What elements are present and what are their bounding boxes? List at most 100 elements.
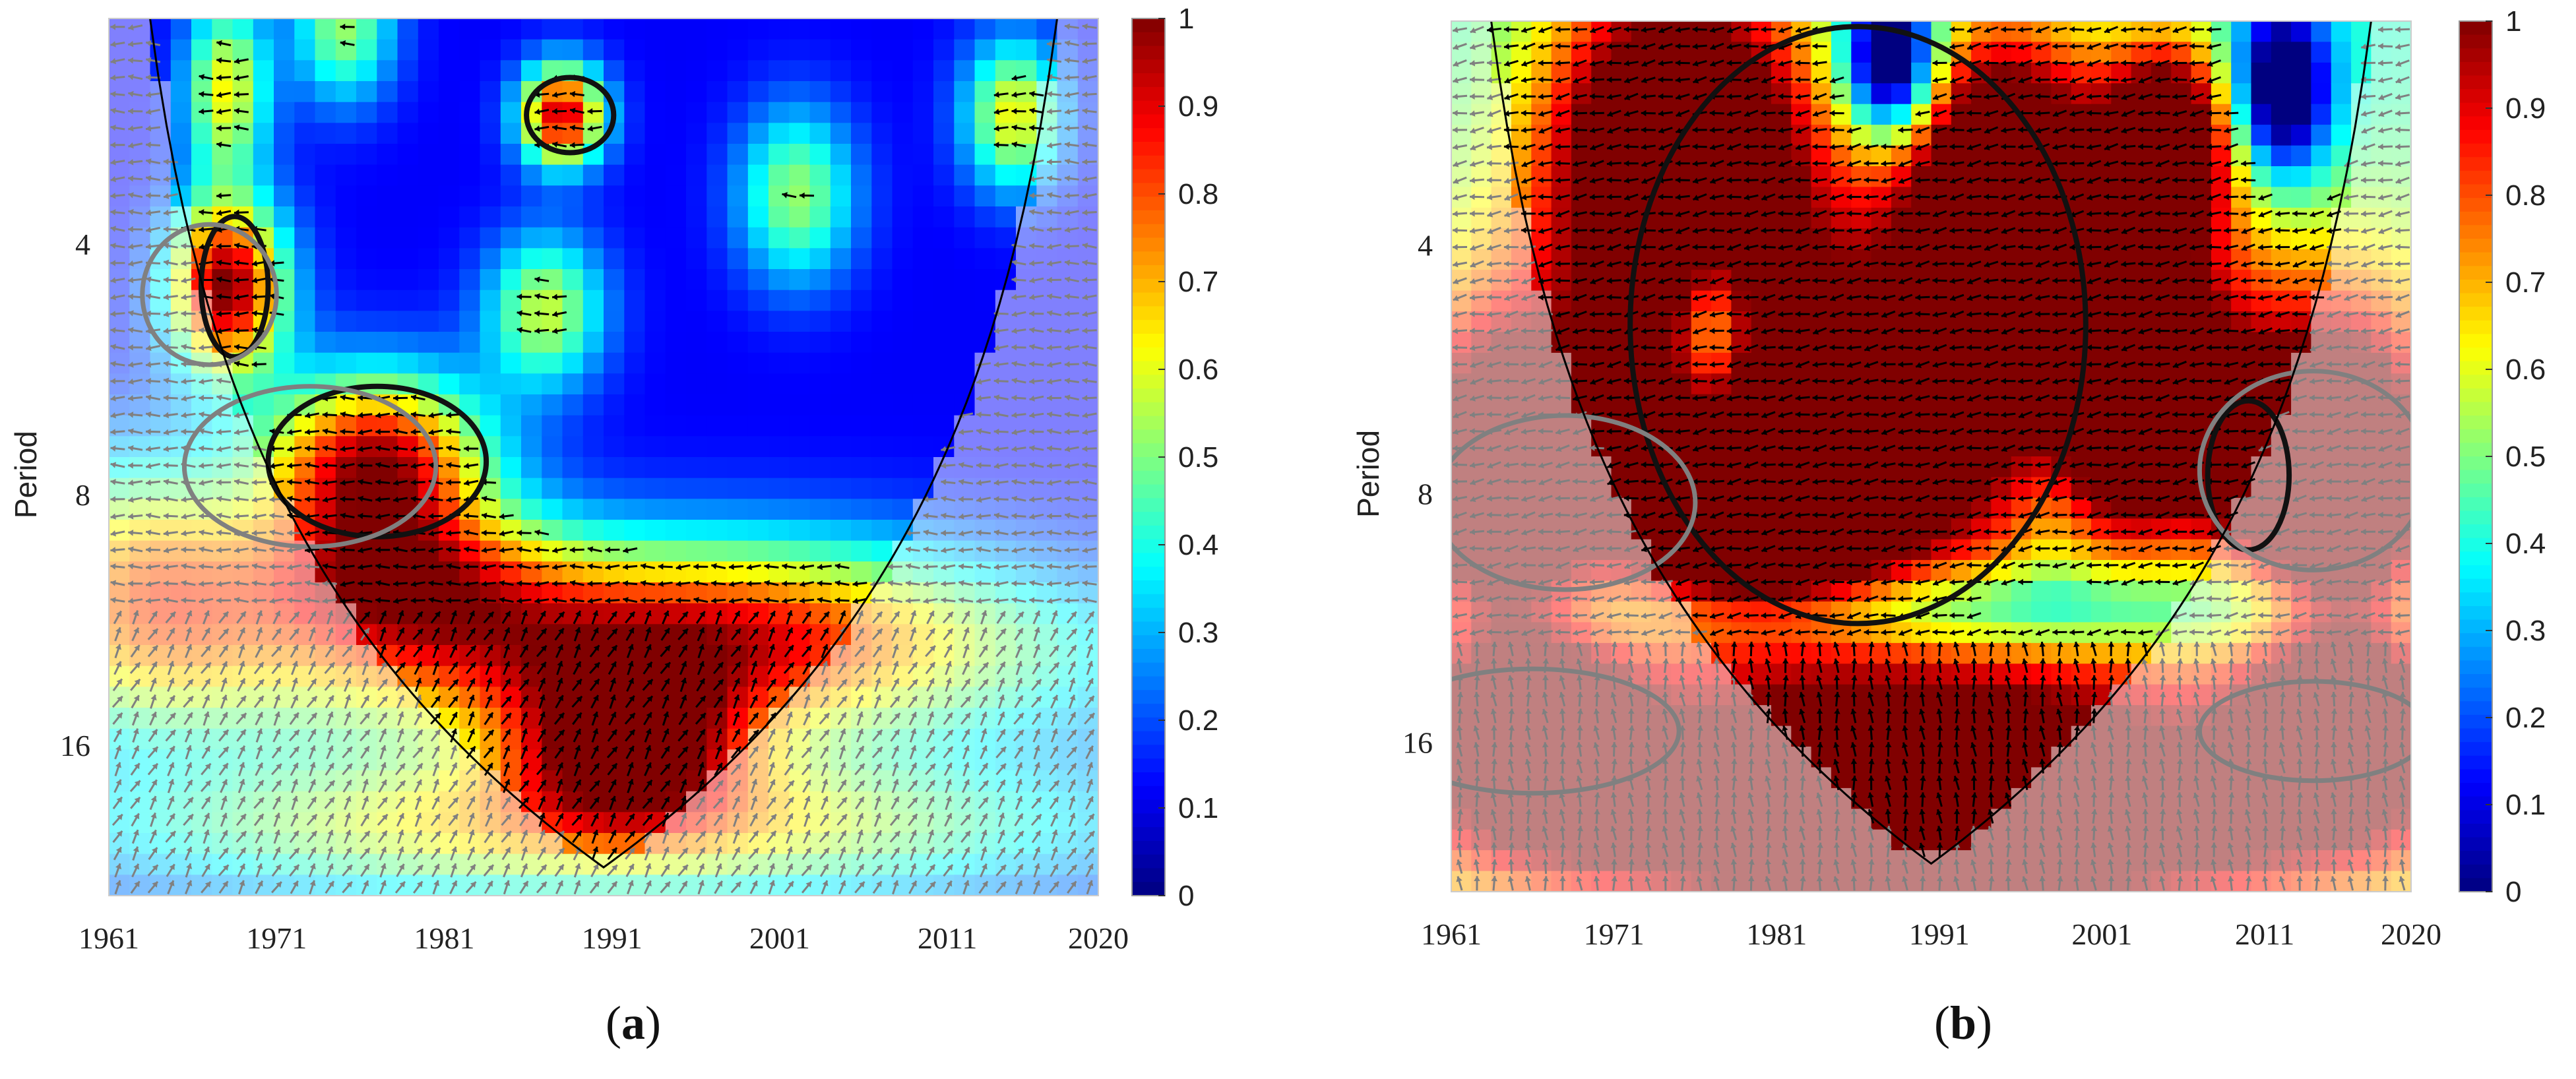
coherence-cell bbox=[521, 332, 542, 354]
coherence-cell bbox=[1571, 207, 1592, 230]
coherence-cell bbox=[377, 708, 398, 729]
coherence-cell bbox=[851, 332, 872, 354]
coherence-cell bbox=[1811, 663, 1832, 685]
coherence-cell bbox=[1511, 207, 1532, 230]
coherence-cell bbox=[1471, 290, 1492, 312]
coherence-cell bbox=[604, 269, 625, 291]
coherence-cell bbox=[335, 728, 357, 751]
coherence-cell bbox=[500, 833, 522, 855]
phase-arrow bbox=[167, 677, 175, 692]
coherence-cell bbox=[1891, 809, 1912, 830]
coherence-cell bbox=[604, 478, 625, 500]
coherence-cell bbox=[1931, 207, 1952, 230]
coherence-cell bbox=[1077, 833, 1098, 855]
coherence-cell bbox=[1531, 83, 1552, 105]
coherence-cell bbox=[644, 39, 666, 61]
coherence-cell bbox=[1771, 249, 1792, 270]
colorbar-tick-label: 0.3 bbox=[1178, 617, 1218, 649]
coherence-cell bbox=[439, 728, 460, 751]
phase-arrow bbox=[110, 175, 125, 183]
coherence-cell bbox=[665, 81, 687, 103]
colorbar-segment bbox=[1132, 539, 1165, 554]
coherence-cell bbox=[686, 311, 707, 332]
phase-arrow bbox=[167, 644, 175, 658]
phase-arrow bbox=[163, 429, 178, 436]
coherence-cell bbox=[830, 164, 852, 187]
phase-arrow bbox=[128, 378, 143, 385]
phase-arrow bbox=[110, 108, 125, 114]
coherence-cell bbox=[1711, 663, 1732, 685]
phase-arrow bbox=[149, 829, 157, 844]
coherence-cell bbox=[727, 269, 749, 291]
coherence-cell bbox=[912, 332, 934, 354]
coherence-cell bbox=[1611, 249, 1632, 270]
coherence-cell bbox=[356, 39, 377, 61]
coherence-cell bbox=[809, 436, 831, 458]
coherence-cell bbox=[769, 81, 790, 103]
coherence-cell bbox=[644, 332, 666, 354]
coherence-cell bbox=[1771, 829, 1792, 851]
phase-arrow bbox=[128, 412, 143, 418]
coherence-cell bbox=[1511, 560, 1532, 582]
coherence-cell bbox=[707, 436, 728, 458]
coherence-cell bbox=[582, 833, 604, 855]
coherence-cell bbox=[1951, 166, 1972, 188]
coherence-cell bbox=[459, 833, 481, 855]
phase-arrow bbox=[181, 597, 196, 603]
phase-arrow bbox=[183, 695, 194, 708]
coherence-cell bbox=[1811, 290, 1832, 312]
coherence-cell bbox=[356, 352, 377, 375]
coherence-cell bbox=[769, 144, 790, 166]
phase-arrow bbox=[199, 394, 214, 402]
coherence-cell bbox=[315, 206, 336, 228]
coherence-cell bbox=[253, 791, 274, 813]
coherence-cell bbox=[480, 102, 501, 124]
coherence-cell bbox=[1651, 83, 1672, 105]
coherence-cell bbox=[686, 60, 707, 82]
phase-arrow bbox=[163, 597, 178, 603]
coherence-cell bbox=[1791, 249, 1812, 270]
coherence-cell bbox=[1891, 249, 1912, 270]
coherence-cell bbox=[109, 102, 130, 124]
coherence-cell bbox=[170, 60, 192, 82]
coherence-cell bbox=[892, 332, 914, 354]
coherence-cell bbox=[397, 123, 419, 144]
wavelet-coherence-panel-a: 1961 1971 1981 1991 2001 2011 2020 4 8 16 Period 0 0… bbox=[0, 0, 1218, 989]
coherence-cell bbox=[562, 436, 584, 458]
phase-arrow bbox=[110, 547, 125, 553]
coherence-cell bbox=[892, 290, 914, 312]
coherence-cell bbox=[1811, 518, 1832, 540]
coherence-cell bbox=[294, 687, 316, 708]
coherence-cell bbox=[542, 123, 563, 144]
coherence-cell bbox=[769, 332, 790, 354]
coherence-cell bbox=[1771, 684, 1792, 706]
coherence-cell bbox=[1771, 290, 1792, 312]
coherence-cell bbox=[562, 394, 584, 416]
coherence-cell bbox=[253, 665, 274, 688]
coherence-cell bbox=[686, 332, 707, 354]
phase-arrow bbox=[110, 41, 125, 47]
coherence-cell bbox=[871, 39, 893, 61]
coherence-cell bbox=[1491, 435, 1512, 457]
coherence-cell bbox=[1711, 601, 1732, 623]
coherence-cell bbox=[1531, 642, 1552, 665]
coherence-cell bbox=[480, 269, 501, 291]
coherence-cell bbox=[439, 352, 460, 375]
coherence-cell bbox=[707, 394, 728, 416]
coherence-cell bbox=[1451, 477, 1472, 499]
coherence-cell bbox=[1871, 560, 1892, 582]
phase-arrow bbox=[128, 90, 143, 98]
coherence-cell bbox=[747, 269, 769, 291]
colorbar-segment bbox=[1132, 868, 1165, 882]
coherence-cell bbox=[769, 164, 790, 187]
coherence-cell bbox=[604, 415, 625, 437]
coherence-cell bbox=[1831, 684, 1852, 706]
coherence-cell bbox=[1571, 601, 1592, 623]
coherence-cell bbox=[851, 290, 872, 312]
coherence-cell bbox=[747, 457, 769, 479]
coherence-cell bbox=[1991, 166, 2012, 188]
coherence-cell bbox=[665, 436, 687, 458]
coherence-cell bbox=[170, 102, 192, 124]
coherence-cell bbox=[1016, 332, 1037, 354]
coherence-cell bbox=[624, 708, 646, 729]
